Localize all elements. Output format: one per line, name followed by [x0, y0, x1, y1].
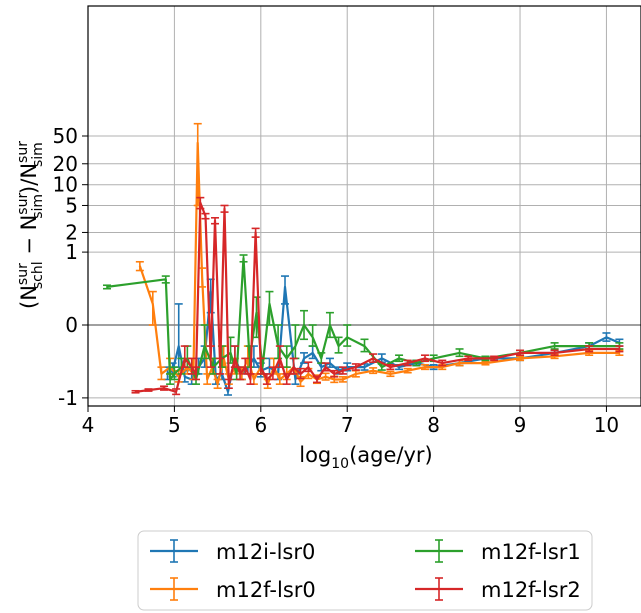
series-m12f-lsr1: [103, 254, 624, 385]
y-tick-label: -1: [58, 386, 78, 410]
y-tick-label: 50: [53, 124, 78, 148]
grid-lines: [87, 6, 641, 406]
x-tick-label: 7: [341, 413, 354, 437]
y-tick-label: 1: [65, 240, 78, 264]
x-tick-label: 6: [254, 413, 267, 437]
legend: m12i-lsr0 m12f-lsr0 m12f-lsr1 m12f-lsr2: [137, 530, 593, 611]
x-tick-label: 5: [168, 413, 181, 437]
y-axis-label: (Nsurschl − Nsursim)/Nsursim: [15, 141, 46, 309]
legend-item-m12f-lsr0: m12f-lsr0: [150, 577, 316, 602]
x-tick-label: 4: [82, 413, 95, 437]
series-layer: [103, 122, 624, 396]
series-m12f-lsr0: [135, 122, 624, 390]
y-tick-label: 10: [53, 173, 78, 197]
plot-frame: [87, 5, 641, 407]
y-tick-label: 20: [53, 152, 78, 176]
legend-box: [137, 530, 593, 611]
legend-label: m12f-lsr0: [216, 578, 316, 602]
legend-label: m12f-lsr1: [481, 540, 581, 564]
y-tick-label: 0: [65, 313, 78, 337]
y-tick-label: 5: [65, 193, 78, 217]
legend-item-m12i-lsr0: m12i-lsr0: [150, 539, 315, 564]
legend-label: m12f-lsr2: [481, 578, 581, 602]
x-axis-label: log10(age/yr): [299, 443, 433, 472]
series-m12f-lsr2: [131, 196, 624, 396]
series-m12i-lsr0: [163, 275, 624, 396]
y-tick-label: 2: [65, 220, 78, 244]
legend-item-m12f-lsr1: m12f-lsr1: [415, 539, 581, 564]
x-tick-label: 8: [427, 413, 440, 437]
x-tick-label: 9: [514, 413, 527, 437]
legend-item-m12f-lsr2: m12f-lsr2: [415, 577, 581, 602]
x-tick-label: 10: [594, 413, 619, 437]
legend-label: m12i-lsr0: [216, 540, 315, 564]
